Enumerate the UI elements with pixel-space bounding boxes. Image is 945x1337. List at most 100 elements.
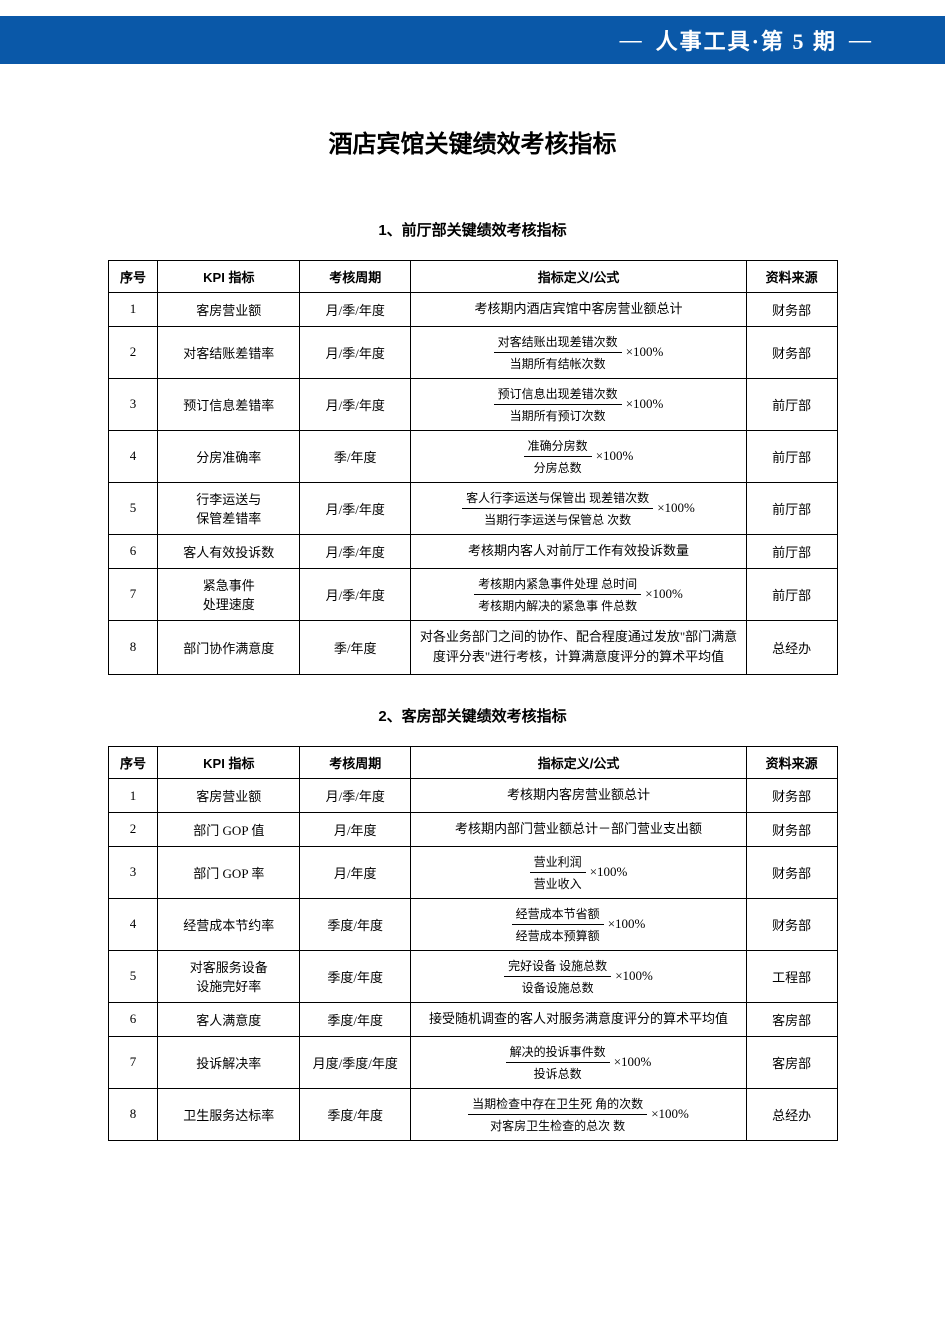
cell-kpi: 客人有效投诉数 bbox=[158, 534, 300, 568]
cell-source: 财务部 bbox=[746, 326, 837, 378]
formula-numerator: 客人行李运送与保管出 现差错次数 bbox=[462, 489, 653, 509]
cell-kpi: 卫生服务达标率 bbox=[158, 1088, 300, 1140]
cell-cycle: 月/季/年度 bbox=[300, 779, 411, 813]
header-text: 人事工具·第 5 期 bbox=[656, 24, 837, 56]
table-row: 2部门 GOP 值月/年度考核期内部门营业额总计－部门营业支出额财务部 bbox=[108, 812, 837, 846]
table-row: 8部门协作满意度季/年度对各业务部门之间的协作、配合程度通过发放"部门满意度评分… bbox=[108, 620, 837, 675]
table-row: 8卫生服务达标率季度/年度当期检查中存在卫生死 角的次数对客房卫生检查的总次 数… bbox=[108, 1088, 837, 1140]
cell-source: 工程部 bbox=[746, 950, 837, 1002]
cell-kpi: 对客结账差错率 bbox=[158, 326, 300, 378]
table-row: 4分房准确率季/年度准确分房数分房总数×100%前厅部 bbox=[108, 430, 837, 482]
table-row: 3预订信息差错率月/季/年度预订信息出现差错次数当期所有预订次数×100%前厅部 bbox=[108, 378, 837, 430]
table-header-row: 序号KPI 指标考核周期指标定义/公式资料来源 bbox=[108, 747, 837, 779]
header-dash-left: — bbox=[620, 27, 644, 53]
cell-seq: 7 bbox=[108, 1036, 158, 1088]
formula-numerator: 考核期内紧急事件处理 总时间 bbox=[474, 575, 641, 595]
cell-cycle: 月/年度 bbox=[300, 812, 411, 846]
formula-fraction: 准确分房数分房总数 bbox=[524, 437, 592, 476]
cell-source: 财务部 bbox=[746, 898, 837, 950]
cell-seq: 3 bbox=[108, 378, 158, 430]
cell-kpi: 客房营业额 bbox=[158, 779, 300, 813]
kpi-table: 序号KPI 指标考核周期指标定义/公式资料来源1客房营业额月/季/年度考核期内客… bbox=[108, 746, 838, 1140]
cell-seq: 5 bbox=[108, 950, 158, 1002]
cell-definition: 考核期内客房营业额总计 bbox=[411, 779, 746, 813]
table-header-row: 序号KPI 指标考核周期指标定义/公式资料来源 bbox=[108, 261, 837, 293]
formula-denominator: 当期所有结帐次数 bbox=[494, 353, 622, 372]
formula-denominator: 分房总数 bbox=[524, 457, 592, 476]
cell-source: 客房部 bbox=[746, 1002, 837, 1036]
cell-source: 财务部 bbox=[746, 779, 837, 813]
cell-seq: 3 bbox=[108, 846, 158, 898]
table-row: 3部门 GOP 率月/年度营业利润营业收入×100%财务部 bbox=[108, 846, 837, 898]
formula-suffix: ×100% bbox=[608, 916, 646, 932]
column-header-def: 指标定义/公式 bbox=[411, 747, 746, 779]
formula-numerator: 完好设备 设施总数 bbox=[504, 957, 611, 977]
cell-cycle: 季/年度 bbox=[300, 430, 411, 482]
cell-kpi: 分房准确率 bbox=[158, 430, 300, 482]
formula-numerator: 经营成本节省额 bbox=[512, 905, 604, 925]
cell-cycle: 季/年度 bbox=[300, 620, 411, 675]
page-title: 酒店宾馆关键绩效考核指标 bbox=[0, 124, 945, 159]
cell-seq: 2 bbox=[108, 812, 158, 846]
column-header-kpi: KPI 指标 bbox=[158, 747, 300, 779]
cell-kpi: 行李运送与保管差错率 bbox=[158, 482, 300, 534]
cell-definition: 客人行李运送与保管出 现差错次数当期行李运送与保管总 次数×100% bbox=[411, 482, 746, 534]
cell-definition: 预订信息出现差错次数当期所有预订次数×100% bbox=[411, 378, 746, 430]
cell-seq: 7 bbox=[108, 568, 158, 620]
formula-suffix: ×100% bbox=[657, 500, 695, 516]
formula-denominator: 设备设施总数 bbox=[504, 977, 611, 996]
cell-kpi: 客人满意度 bbox=[158, 1002, 300, 1036]
cell-definition: 经营成本节省额经营成本预算额×100% bbox=[411, 898, 746, 950]
cell-kpi: 对客服务设备设施完好率 bbox=[158, 950, 300, 1002]
column-header-src: 资料来源 bbox=[746, 261, 837, 293]
cell-source: 总经办 bbox=[746, 620, 837, 675]
cell-definition: 对客结账出现差错次数当期所有结帐次数×100% bbox=[411, 326, 746, 378]
cell-cycle: 季度/年度 bbox=[300, 898, 411, 950]
kpi-table: 序号KPI 指标考核周期指标定义/公式资料来源1客房营业额月/季/年度考核期内酒… bbox=[108, 260, 838, 675]
formula-suffix: ×100% bbox=[615, 968, 653, 984]
formula-denominator: 考核期内解决的紧急事 件总数 bbox=[474, 595, 641, 614]
cell-cycle: 月/季/年度 bbox=[300, 378, 411, 430]
cell-source: 前厅部 bbox=[746, 534, 837, 568]
formula-fraction: 经营成本节省额经营成本预算额 bbox=[512, 905, 604, 944]
cell-kpi: 紧急事件处理速度 bbox=[158, 568, 300, 620]
cell-seq: 8 bbox=[108, 1088, 158, 1140]
cell-source: 前厅部 bbox=[746, 430, 837, 482]
cell-seq: 1 bbox=[108, 779, 158, 813]
cell-definition: 解决的投诉事件数投诉总数×100% bbox=[411, 1036, 746, 1088]
cell-definition: 当期检查中存在卫生死 角的次数对客房卫生检查的总次 数×100% bbox=[411, 1088, 746, 1140]
column-header-seq: 序号 bbox=[108, 261, 158, 293]
formula-fraction: 客人行李运送与保管出 现差错次数当期行李运送与保管总 次数 bbox=[462, 489, 653, 528]
formula-suffix: ×100% bbox=[645, 586, 683, 602]
cell-source: 财务部 bbox=[746, 293, 837, 327]
formula-fraction: 解决的投诉事件数投诉总数 bbox=[506, 1043, 610, 1082]
sections-container: 1、前厅部关键绩效考核指标序号KPI 指标考核周期指标定义/公式资料来源1客房营… bbox=[0, 219, 945, 1141]
cell-seq: 8 bbox=[108, 620, 158, 675]
cell-cycle: 季度/年度 bbox=[300, 1088, 411, 1140]
cell-kpi: 部门协作满意度 bbox=[158, 620, 300, 675]
formula-denominator: 营业收入 bbox=[530, 873, 586, 892]
formula-suffix: ×100% bbox=[626, 396, 664, 412]
cell-source: 客房部 bbox=[746, 1036, 837, 1088]
cell-kpi: 部门 GOP 率 bbox=[158, 846, 300, 898]
formula-denominator: 投诉总数 bbox=[506, 1063, 610, 1082]
cell-definition: 考核期内部门营业额总计－部门营业支出额 bbox=[411, 812, 746, 846]
cell-definition: 准确分房数分房总数×100% bbox=[411, 430, 746, 482]
table-row: 1客房营业额月/季/年度考核期内酒店宾馆中客房营业额总计财务部 bbox=[108, 293, 837, 327]
cell-seq: 2 bbox=[108, 326, 158, 378]
formula-denominator: 当期行李运送与保管总 次数 bbox=[462, 509, 653, 528]
cell-source: 总经办 bbox=[746, 1088, 837, 1140]
cell-definition: 考核期内客人对前厅工作有效投诉数量 bbox=[411, 534, 746, 568]
cell-source: 前厅部 bbox=[746, 568, 837, 620]
formula-denominator: 对客房卫生检查的总次 数 bbox=[468, 1115, 647, 1134]
cell-kpi: 预订信息差错率 bbox=[158, 378, 300, 430]
cell-definition: 营业利润营业收入×100% bbox=[411, 846, 746, 898]
cell-seq: 5 bbox=[108, 482, 158, 534]
cell-seq: 4 bbox=[108, 430, 158, 482]
cell-cycle: 月/季/年度 bbox=[300, 293, 411, 327]
formula-numerator: 解决的投诉事件数 bbox=[506, 1043, 610, 1063]
formula-fraction: 预订信息出现差错次数当期所有预订次数 bbox=[494, 385, 622, 424]
column-header-src: 资料来源 bbox=[746, 747, 837, 779]
cell-definition: 考核期内酒店宾馆中客房营业额总计 bbox=[411, 293, 746, 327]
formula-fraction: 考核期内紧急事件处理 总时间考核期内解决的紧急事 件总数 bbox=[474, 575, 641, 614]
